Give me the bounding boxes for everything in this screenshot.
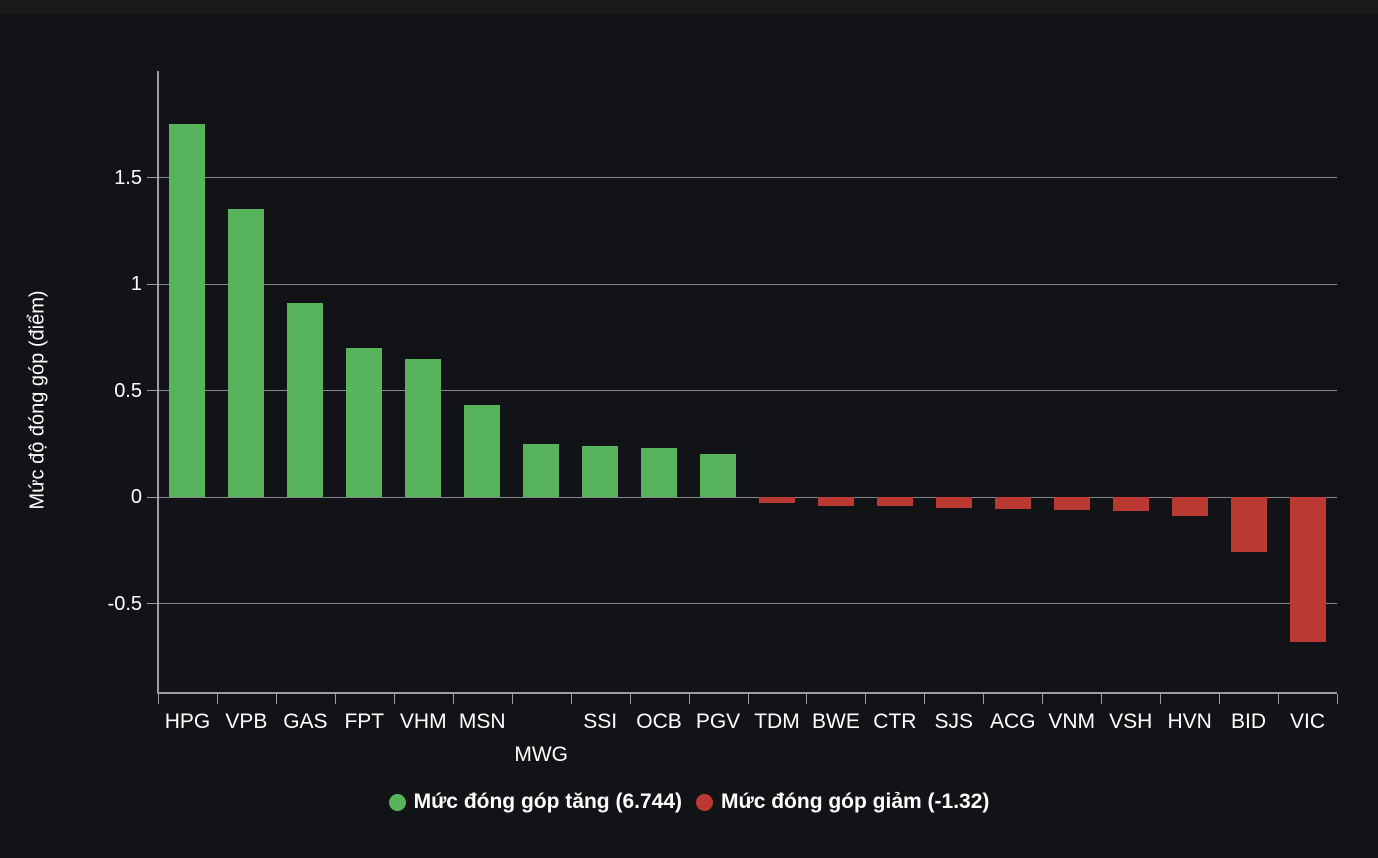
legend-item-decrease[interactable]: Mức đóng góp giảm (-1.32) <box>696 790 989 814</box>
x-axis-tick <box>334 694 336 704</box>
y-tick-label: 0.5 <box>114 379 142 402</box>
legend-item-increase[interactable]: Mức đóng góp tăng (6.744) <box>388 790 682 814</box>
x-label-OCB: OCB <box>636 710 682 733</box>
x-label-FPT: FPT <box>344 710 385 733</box>
bar-HPG[interactable] <box>169 124 206 497</box>
x-label-VHM: VHM <box>399 710 447 733</box>
bar-HVN[interactable] <box>1171 497 1208 517</box>
bar-TDM[interactable] <box>758 497 795 504</box>
x-label-MSN: MSN <box>458 710 506 733</box>
y-axis-tick <box>147 496 158 498</box>
bar-BID[interactable] <box>1230 497 1267 553</box>
bar-MSN[interactable] <box>464 405 501 497</box>
bar-OCB[interactable] <box>641 448 678 497</box>
x-axis-tick <box>1160 694 1162 704</box>
bar-SJS[interactable] <box>935 497 972 508</box>
bar-VPB[interactable] <box>228 209 265 497</box>
y-tick-label: 1 <box>130 273 142 295</box>
bar-MWG[interactable] <box>523 443 560 497</box>
y-tick-label: 1.5 <box>114 166 142 189</box>
x-label-GAS: GAS <box>283 710 328 733</box>
y-axis-tick <box>147 177 158 178</box>
window-top-strip <box>0 0 1378 14</box>
bar-FPT[interactable] <box>346 347 383 497</box>
bar-VSH[interactable] <box>1112 497 1149 511</box>
x-axis-tick <box>1278 694 1280 704</box>
x-axis-tick <box>1101 694 1103 704</box>
x-axis-tick <box>983 694 985 704</box>
legend-increase-dot-icon <box>388 793 406 811</box>
x-axis-tick <box>1219 694 1221 704</box>
x-label-BID: BID <box>1231 710 1267 733</box>
x-axis-tick <box>865 694 867 704</box>
x-label-BWE: BWE <box>812 710 860 733</box>
x-axis-line <box>157 692 1337 694</box>
bar-VHM[interactable] <box>405 358 442 497</box>
x-label-VIC: VIC <box>1290 710 1326 733</box>
x-axis-tick <box>393 694 395 704</box>
x-axis-tick <box>747 694 749 704</box>
x-label-SJS: SJS <box>934 710 974 733</box>
x-label-ACG: ACG <box>990 710 1036 733</box>
x-axis-tick <box>452 694 454 704</box>
bar-PGV[interactable] <box>700 454 737 497</box>
bar-ACG[interactable] <box>994 497 1031 509</box>
x-axis-tick <box>511 694 513 704</box>
legend-decrease-label: Mức đóng góp giảm (-1.32) <box>721 790 990 813</box>
y-tick-label: 0 <box>130 486 142 508</box>
x-label-CTR: CTR <box>873 710 917 733</box>
x-label-HVN: HVN <box>1167 710 1212 733</box>
x-axis-tick <box>158 694 159 704</box>
gridline-1.5 <box>158 177 1337 178</box>
x-axis-tick <box>629 694 631 704</box>
y-axis-line <box>157 71 159 693</box>
y-axis-tick <box>147 390 158 391</box>
bar-VIC[interactable] <box>1289 497 1326 642</box>
x-axis-tick <box>570 694 572 704</box>
y-axis-tick <box>147 283 158 285</box>
x-label-VSH: VSH <box>1109 710 1153 733</box>
x-label-PGV: PGV <box>695 710 741 733</box>
y-axis-tick <box>147 603 158 604</box>
x-label-VPB: VPB <box>225 710 268 733</box>
x-label-VNM: VNM <box>1048 710 1096 733</box>
chart-legend: Mức đóng góp tăng (6.744) Mức đóng góp g… <box>0 790 1378 814</box>
bar-BWE[interactable] <box>817 497 854 506</box>
x-axis-tick <box>216 694 218 704</box>
x-label-TDM: TDM <box>754 710 800 733</box>
x-axis-tick <box>924 694 926 704</box>
legend-decrease-dot-icon <box>696 793 713 811</box>
x-axis-tick <box>806 694 808 704</box>
x-axis-tick <box>275 694 277 704</box>
gridline-0 <box>158 496 1337 498</box>
bar-SSI[interactable] <box>582 445 619 497</box>
x-label-SSI: SSI <box>583 710 618 733</box>
x-label-MWG: MWG <box>514 743 568 766</box>
legend-increase-label: Mức đóng góp tăng (6.744) <box>413 790 682 813</box>
gridline-1 <box>158 283 1337 285</box>
x-label-HPG: HPG <box>164 710 211 733</box>
x-axis-tick <box>1042 694 1044 704</box>
gridline--0.5 <box>158 603 1337 604</box>
bar-CTR[interactable] <box>876 497 913 506</box>
gridline-0.5 <box>158 390 1337 391</box>
y-tick-label: -0.5 <box>107 592 142 615</box>
bar-VNM[interactable] <box>1053 497 1090 510</box>
x-axis-tick <box>688 694 690 704</box>
bar-GAS[interactable] <box>287 303 324 497</box>
x-axis-tick <box>1337 694 1338 704</box>
